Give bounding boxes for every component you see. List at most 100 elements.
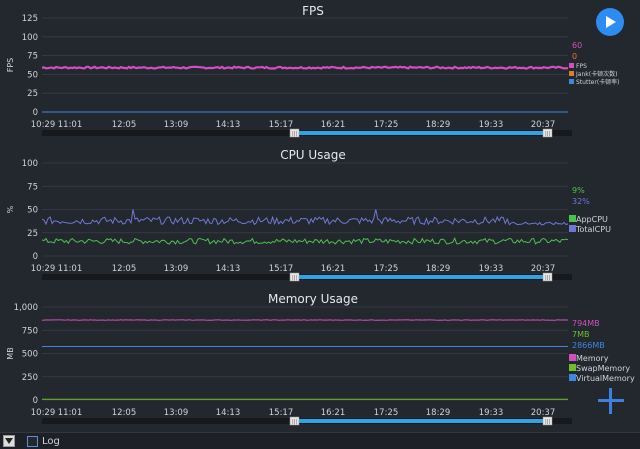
- current-value: 60: [572, 41, 582, 50]
- legend-swatch: [569, 354, 576, 361]
- range-handle-grip: |||: [292, 275, 297, 281]
- y-tick-label: 0: [33, 396, 38, 406]
- log-label: Log: [42, 436, 60, 447]
- x-tick-label: 12:05: [112, 408, 137, 418]
- x-tick-label: 10:29: [31, 120, 56, 130]
- legend-label: SwapMemory: [576, 364, 630, 373]
- legend-swatch: [569, 79, 574, 84]
- plus-icon: [596, 386, 626, 416]
- legend-swatch: [569, 225, 576, 232]
- x-tick-label: 20:37: [531, 120, 556, 130]
- current-value: 2866MB: [572, 341, 605, 350]
- x-tick-label: 11:01: [58, 408, 83, 418]
- x-tick-label: 14:13: [216, 264, 241, 274]
- legend-label: Stutter(卡顿率): [576, 78, 620, 86]
- x-tick-label: 11:01: [58, 120, 83, 130]
- x-tick-label: 11:01: [58, 264, 83, 274]
- legend-label: AppCPU: [576, 215, 608, 224]
- add-button[interactable]: [596, 386, 626, 416]
- y-tick-label: 100: [22, 33, 38, 43]
- y-axis-label: %: [6, 205, 15, 213]
- range-handle-grip: |||: [545, 131, 550, 137]
- y-tick-label: 50: [27, 70, 38, 80]
- x-tick-label: 20:37: [531, 408, 556, 418]
- y-tick-label: 250: [22, 373, 38, 383]
- legend-label: TotalCPU: [575, 225, 611, 234]
- legend-label: VirtualMemory: [576, 374, 635, 383]
- x-tick-label: 15:17: [269, 264, 294, 274]
- x-tick-label: 16:21: [321, 264, 346, 274]
- range-selection[interactable]: [298, 419, 546, 423]
- dropdown-button[interactable]: [3, 435, 15, 447]
- y-tick-label: 0: [33, 252, 38, 262]
- y-axis-label: FPS: [6, 58, 15, 73]
- chart-title: FPS: [302, 4, 324, 18]
- x-tick-label: 20:37: [531, 264, 556, 274]
- legend-label: Jank(卡顿次数): [575, 70, 617, 78]
- x-tick-label: 19:33: [479, 264, 504, 274]
- play-icon: [603, 15, 617, 29]
- legend-swatch: [569, 374, 576, 381]
- legend-swatch: [569, 364, 576, 371]
- y-tick-label: 500: [22, 350, 38, 360]
- x-tick-label: 19:33: [479, 120, 504, 130]
- current-value: 9%: [572, 186, 585, 195]
- chart-title: Memory Usage: [268, 292, 358, 306]
- y-tick-label: 100: [22, 159, 38, 169]
- x-tick-label: 14:13: [216, 120, 241, 130]
- bottom-bar: Log: [0, 432, 640, 449]
- x-tick-label: 19:33: [479, 408, 504, 418]
- legend-label: Memory: [576, 354, 609, 363]
- current-value: 7MB: [572, 330, 589, 339]
- x-tick-label: 12:05: [112, 264, 137, 274]
- x-tick-label: 17:25: [374, 120, 399, 130]
- log-checkbox[interactable]: [27, 436, 38, 447]
- x-tick-label: 13:09: [164, 408, 189, 418]
- x-tick-label: 13:09: [164, 120, 189, 130]
- x-tick-label: 15:17: [269, 120, 294, 130]
- series-line: [42, 210, 568, 225]
- y-tick-label: 75: [27, 182, 38, 192]
- x-tick-label: 12:05: [112, 120, 137, 130]
- y-tick-label: 50: [27, 206, 38, 216]
- x-tick-label: 18:29: [426, 408, 451, 418]
- triangle-down-icon: [5, 438, 13, 444]
- current-value: 0: [572, 52, 577, 61]
- range-handle-grip: |||: [545, 419, 550, 425]
- chart-title: CPU Usage: [280, 148, 346, 162]
- y-axis-label: MB: [6, 347, 15, 359]
- current-value: 32%: [572, 197, 590, 206]
- y-tick-label: 25: [27, 229, 38, 239]
- x-tick-label: 10:29: [31, 408, 56, 418]
- current-value: 794MB: [572, 319, 600, 328]
- x-tick-label: 18:29: [426, 264, 451, 274]
- x-tick-label: 17:25: [374, 408, 399, 418]
- range-handle-grip: |||: [292, 419, 297, 425]
- x-tick-label: 10:29: [31, 264, 56, 274]
- play-button[interactable]: [596, 8, 624, 36]
- range-selection[interactable]: [298, 275, 546, 279]
- x-tick-label: 14:13: [216, 408, 241, 418]
- y-tick-label: 0: [33, 108, 38, 118]
- y-tick-label: 25: [27, 89, 38, 99]
- x-tick-label: 18:29: [426, 120, 451, 130]
- y-tick-label: 1,000: [14, 303, 38, 313]
- range-selection[interactable]: [298, 131, 546, 135]
- x-tick-label: 15:17: [269, 408, 294, 418]
- range-handle-grip: |||: [545, 275, 550, 281]
- legend-label: FPS: [576, 63, 587, 70]
- x-tick-label: 16:21: [321, 408, 346, 418]
- x-tick-label: 13:09: [164, 264, 189, 274]
- range-handle-grip: |||: [292, 131, 297, 137]
- x-tick-label: 16:21: [321, 120, 346, 130]
- y-tick-label: 75: [27, 52, 38, 62]
- y-tick-label: 125: [22, 14, 38, 24]
- y-tick-label: 750: [22, 326, 38, 336]
- x-tick-label: 17:25: [374, 264, 399, 274]
- legend-swatch: [569, 63, 574, 68]
- legend-swatch: [569, 215, 576, 222]
- series-line: [42, 238, 568, 244]
- series-line: [42, 67, 568, 69]
- legend-swatch: [569, 71, 574, 76]
